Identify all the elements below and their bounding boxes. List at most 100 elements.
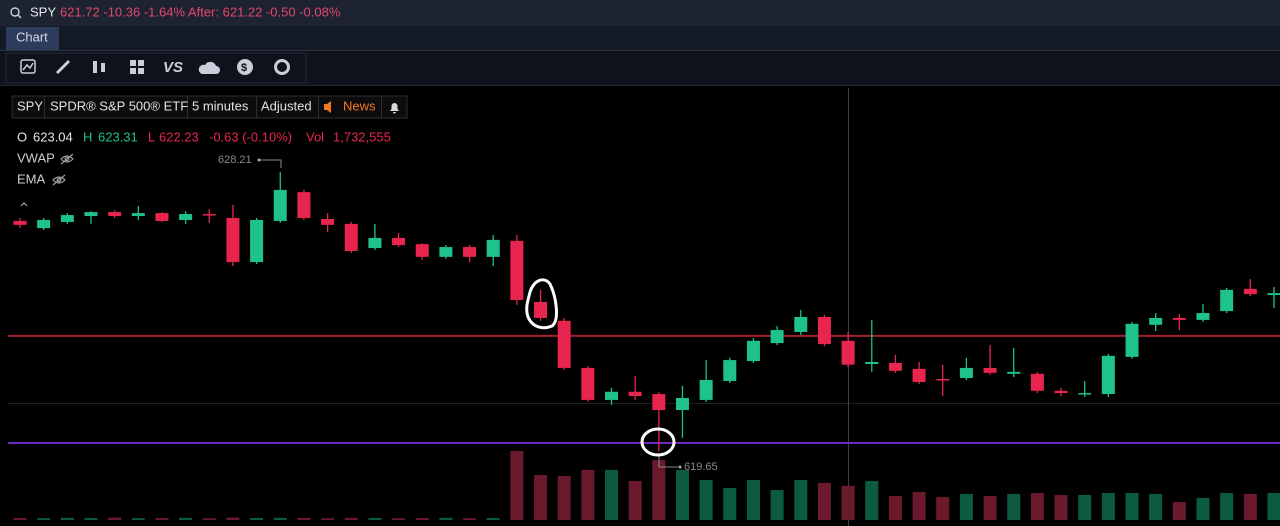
- eye-icon[interactable]: [60, 153, 74, 165]
- volume-bar: [865, 480, 879, 520]
- volume-bar: [1101, 492, 1115, 520]
- candle-body: [1125, 323, 1139, 357]
- symbol[interactable]: SPY: [17, 98, 43, 113]
- icon-draw[interactable]: [55, 59, 71, 75]
- volume-bar: [13, 518, 27, 520]
- icon-compare[interactable]: VS: [163, 59, 183, 76]
- icon-style[interactable]: [93, 61, 97, 73]
- volume-bar: [368, 518, 382, 520]
- volume-bar: [250, 518, 264, 520]
- study-vwap[interactable]: VWAP: [17, 150, 55, 165]
- candle-body: [770, 330, 784, 344]
- volume-bar: [1220, 492, 1234, 520]
- candle-body: [746, 340, 760, 362]
- candle-body: [888, 363, 902, 371]
- candle-body: [250, 219, 264, 263]
- icon-dollar[interactable]: [237, 59, 253, 75]
- news[interactable]: News: [343, 98, 376, 113]
- volume-bar: [605, 469, 618, 520]
- candle-body: [131, 213, 145, 217]
- adjustment[interactable]: Adjusted: [261, 98, 312, 113]
- quote-symbol[interactable]: SPY: [30, 4, 56, 19]
- volume-label: Vol: [306, 129, 324, 144]
- icon-grid[interactable]: [130, 60, 136, 66]
- candle-body: [439, 247, 453, 257]
- collapse-caret[interactable]: [20, 202, 28, 207]
- volume-bar: [675, 469, 689, 520]
- candle-body: [415, 244, 429, 257]
- volume-bar: [155, 518, 169, 520]
- hand-drawn-mark: [640, 427, 676, 457]
- open-value: 623.04: [33, 129, 73, 144]
- volume-bar: [37, 518, 51, 520]
- candle-body: [912, 368, 926, 382]
- volume-bar: [344, 517, 358, 520]
- volume-bar: [1078, 494, 1092, 520]
- symbol-bar-box: [11, 95, 408, 119]
- candle-body: [1267, 293, 1280, 296]
- volume-bar: [723, 488, 737, 520]
- candle-body: [841, 340, 855, 365]
- volume-bar: [652, 460, 666, 520]
- low-annotation: 619.65: [684, 461, 718, 473]
- high-annotation: 628.21: [218, 154, 252, 166]
- candle-body: [368, 237, 382, 249]
- volume-bar: [557, 476, 571, 520]
- volume-bar: [108, 517, 122, 520]
- volume-value: 1,732,555: [333, 129, 391, 144]
- candle-body: [226, 217, 240, 263]
- volume-bar: [912, 491, 926, 520]
- volume-bar: [1172, 502, 1186, 520]
- candle-body: [817, 316, 831, 345]
- icon-studies[interactable]: [20, 59, 36, 74]
- candle-body: [344, 223, 358, 251]
- volume-bar: [983, 495, 997, 520]
- volume-bar: [817, 482, 831, 520]
- volume-bar: [794, 479, 808, 520]
- annotation-dot: [257, 158, 261, 162]
- low-label: L: [148, 129, 155, 144]
- icon-cloud[interactable]: [198, 61, 220, 74]
- candle-body: [463, 247, 477, 257]
- volume-bar: [534, 475, 548, 520]
- candle-body: [321, 218, 335, 225]
- news-icon: [324, 101, 331, 113]
- volume-bar: [486, 518, 500, 520]
- candle-body: [1007, 371, 1021, 374]
- interval[interactable]: 5 minutes: [192, 98, 249, 113]
- study-ema[interactable]: EMA: [17, 171, 46, 186]
- tab-row: [0, 26, 1280, 50]
- volume-bar: [936, 496, 950, 520]
- annotation-leader: [658, 455, 678, 468]
- volume-bar: [415, 518, 429, 520]
- volume-bar: [1054, 494, 1068, 520]
- candle-body: [510, 240, 524, 300]
- icon-dollar-sign: $: [241, 62, 247, 74]
- candle-body: [534, 301, 548, 318]
- candle-body: [1243, 288, 1257, 295]
- quote-values: 621.72 -10.36 -1.64% After: 621.22 -0.50…: [60, 4, 341, 19]
- candle-body: [983, 367, 997, 373]
- icon-grid-c: [130, 68, 136, 74]
- candle-body: [699, 380, 713, 400]
- candle-body: [155, 213, 169, 221]
- change: -0.63 (-0.10%): [209, 129, 292, 144]
- alert-bell[interactable]: [390, 103, 399, 114]
- search-icon[interactable]: [10, 7, 22, 19]
- icon-grid-b: [138, 60, 144, 66]
- candle-body: [13, 220, 27, 225]
- volume-bar: [1030, 492, 1044, 520]
- chart-pane: [8, 88, 1280, 526]
- toolbar: [0, 51, 1280, 85]
- volume-bar: [581, 469, 595, 520]
- candle-body: [723, 360, 737, 381]
- tab-label[interactable]: Chart: [16, 29, 48, 44]
- icon-studies-line: [22, 62, 34, 71]
- volume-bar: [392, 518, 406, 520]
- eye-icon[interactable]: [52, 174, 66, 186]
- candle-body: [297, 192, 311, 218]
- icon-style-b: [101, 63, 105, 72]
- tab-chart[interactable]: [6, 27, 59, 50]
- volume-bar: [1196, 497, 1210, 520]
